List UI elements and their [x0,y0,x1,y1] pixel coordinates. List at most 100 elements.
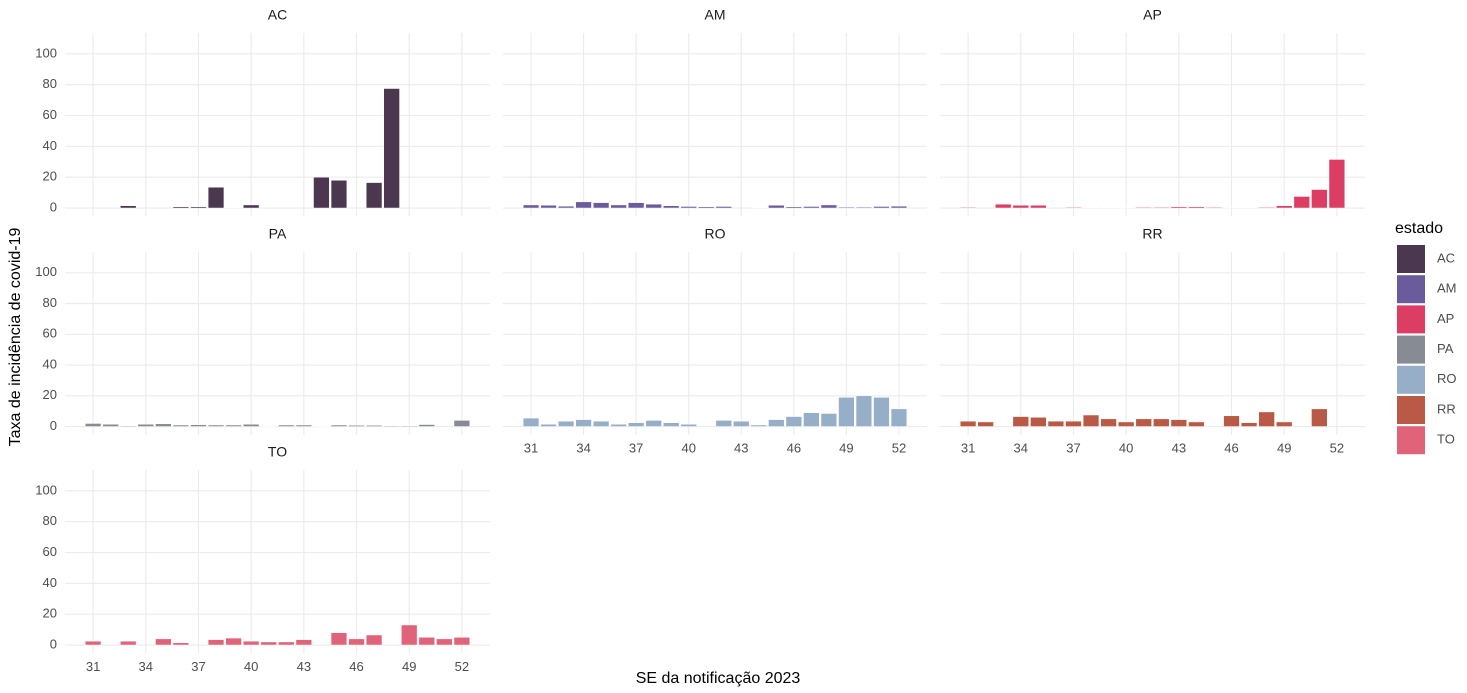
bar [1012,416,1029,427]
bar [295,424,312,427]
bar [1030,204,1047,209]
bar [243,640,260,646]
y-axis-label: Taxa de incidência de covid-19 [7,228,24,447]
bar [190,206,207,209]
bar [890,205,908,209]
legend-key [1397,275,1425,304]
x-tick-label: 34 [139,659,153,674]
bar [1258,411,1275,427]
bar [610,204,627,209]
x-tick-label: 37 [629,440,643,455]
bar [768,204,785,209]
bar [575,419,592,427]
y-tick-label: 0 [50,418,57,433]
bar [750,424,767,427]
bar [172,642,190,646]
bar [959,206,977,209]
bar [995,203,1012,209]
bar [540,204,557,209]
bar [155,638,172,646]
bar [977,421,994,427]
bar [855,206,873,209]
bar [120,425,137,427]
bar [1170,206,1187,209]
y-tick-label: 100 [35,264,57,279]
bar [401,624,418,646]
bar [1223,415,1240,427]
bar [120,640,137,646]
bar [715,420,732,427]
legend-label: TO [1437,432,1455,447]
bar [1047,420,1065,427]
bar [383,88,400,209]
x-tick-label: 40 [1119,440,1133,455]
x-tick-label: 46 [787,440,801,455]
x-tick-label: 37 [1066,440,1080,455]
bar [243,423,260,427]
bar [592,202,610,209]
bar [207,424,225,427]
bar [1065,420,1082,427]
bar [557,205,575,209]
bar [785,206,802,209]
bar [330,180,348,209]
bar [1328,159,1346,209]
bar [1276,421,1293,427]
y-tick-label: 80 [43,76,57,91]
bar [102,423,119,427]
panel-title: AP [1143,7,1162,23]
bar [1170,419,1187,427]
bar [873,397,890,427]
bar [365,425,383,427]
bar [1276,205,1293,209]
bar [330,424,348,427]
bar [1293,196,1310,209]
bar [645,203,662,209]
bar [645,420,662,427]
y-tick-label: 20 [43,606,57,621]
x-tick-label: 52 [892,440,906,455]
x-tick-label: 52 [1330,440,1344,455]
x-tick-label: 49 [1277,440,1291,455]
x-tick-label: 37 [191,659,205,674]
bar [873,206,890,209]
bar [628,422,645,427]
bar [453,420,471,427]
bar [1311,408,1328,427]
y-tick-label: 40 [43,575,57,590]
x-tick-label: 34 [1014,440,1028,455]
bar [1240,422,1258,427]
bar [243,204,260,209]
legend-key [1397,396,1425,424]
y-tick-label: 0 [50,199,57,214]
bar [260,641,277,646]
bar [1118,421,1135,427]
bar [1311,189,1328,209]
bar [278,424,295,427]
bar [522,417,540,427]
x-tick-label: 49 [402,659,416,674]
y-tick-label: 80 [43,295,57,310]
bar [1188,206,1205,209]
x-tick-label: 49 [839,440,853,455]
bar [785,416,802,427]
bar [575,201,592,209]
bar [365,634,383,646]
bar [1135,206,1152,209]
panel-title: RO [705,226,726,242]
legend-key [1397,335,1425,364]
bar [698,206,715,209]
bar [838,206,855,209]
bar [330,632,348,646]
panel-title: AM [705,7,726,23]
bar [436,638,453,646]
bar [715,206,732,209]
legend-label: RO [1437,371,1457,386]
bar [1188,421,1205,427]
bar [1065,206,1082,209]
panel-title: PA [269,226,287,242]
bar [838,397,855,427]
legend-label: AP [1437,311,1454,326]
x-tick-label: 31 [86,659,100,674]
bar [557,420,575,427]
